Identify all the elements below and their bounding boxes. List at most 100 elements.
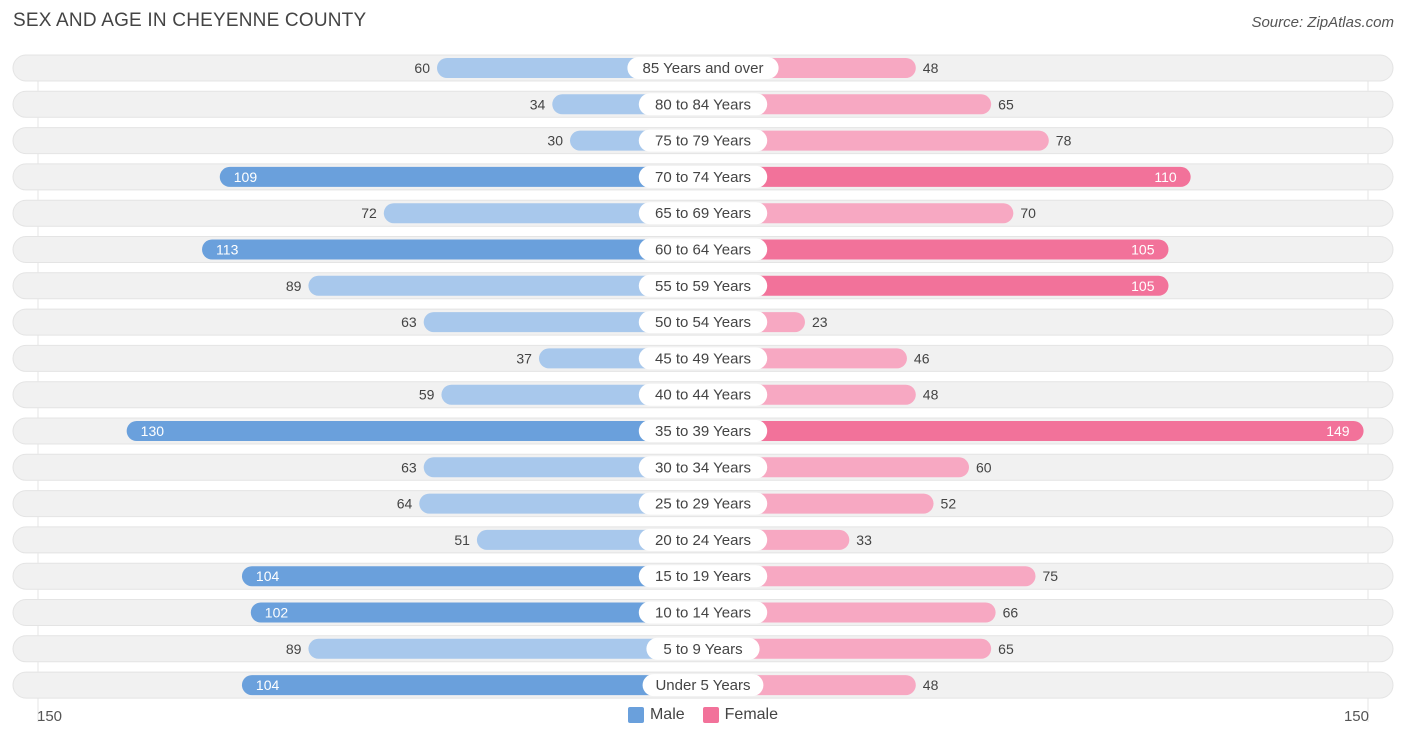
value-label-male: 104 xyxy=(256,677,280,693)
category-pill xyxy=(638,202,768,225)
value-label-male: 113 xyxy=(216,242,239,258)
value-label-male: 37 xyxy=(516,350,532,366)
value-label-male: 59 xyxy=(419,387,435,403)
row-2: 30 78 75 to 79 Years xyxy=(12,127,1394,155)
value-label-female: 48 xyxy=(923,677,939,693)
category-label: 5 to 9 Years xyxy=(663,641,742,658)
category-label: 60 to 64 Years xyxy=(655,242,751,259)
value-label-male: 63 xyxy=(401,314,417,330)
value-label-female: 149 xyxy=(1326,423,1350,439)
bar-female xyxy=(703,203,1014,224)
category-pill xyxy=(627,57,779,79)
category-pill xyxy=(638,93,768,116)
value-label-female: 46 xyxy=(914,350,930,366)
category-label: 35 to 39 Years xyxy=(655,423,751,440)
legend-swatch-male xyxy=(627,707,644,723)
value-label-female: 33 xyxy=(856,532,872,548)
bar-male xyxy=(441,384,703,405)
category-pill xyxy=(638,274,768,297)
bar-male xyxy=(423,457,703,478)
bar-male xyxy=(219,166,703,187)
category-pill xyxy=(638,601,768,624)
category-label: 85 Years and over xyxy=(643,60,764,77)
row-5: 113 105 60 to 64 Years xyxy=(12,236,1394,263)
value-label-female: 75 xyxy=(1043,568,1059,584)
value-label-female: 48 xyxy=(923,387,939,403)
category-pill xyxy=(638,420,768,442)
category-pill xyxy=(638,565,768,588)
row-0: 60 48 85 Years and over xyxy=(12,54,1394,82)
category-pill xyxy=(638,528,768,551)
category-label: 10 to 14 Years xyxy=(655,605,751,622)
category-pill xyxy=(638,347,768,370)
category-pill xyxy=(638,129,768,152)
value-label-male: 109 xyxy=(234,169,258,185)
category-pill xyxy=(638,492,768,515)
category-label: 40 to 44 Years xyxy=(655,387,751,404)
bar-male xyxy=(241,566,703,587)
bar-male xyxy=(241,675,703,696)
category-label: 75 to 79 Years xyxy=(655,133,751,150)
row-13: 51 33 20 to 24 Years xyxy=(12,526,1394,554)
value-label-female: 105 xyxy=(1131,242,1155,258)
category-pill xyxy=(642,674,764,697)
category-label: 70 to 74 Years xyxy=(655,169,751,186)
row-15: 102 66 10 to 14 Years xyxy=(12,599,1394,626)
value-label-female: 70 xyxy=(1020,205,1036,221)
bar-male xyxy=(202,239,704,260)
value-label-female: 48 xyxy=(923,60,939,76)
value-label-female: 110 xyxy=(1154,169,1177,185)
legend: Male Female xyxy=(0,706,1406,724)
value-label-male: 60 xyxy=(414,60,430,76)
category-pill xyxy=(646,637,760,660)
axis-right-label: 150 xyxy=(1343,708,1369,725)
category-pill xyxy=(638,165,768,188)
value-label-female: 65 xyxy=(998,641,1014,657)
row-11: 63 60 30 to 34 Years xyxy=(12,453,1394,481)
value-label-male: 130 xyxy=(141,423,165,439)
chart-title: SEX AND AGE IN CHEYENNE COUNTY xyxy=(13,10,367,31)
category-label: 45 to 49 Years xyxy=(655,350,751,367)
value-label-female: 23 xyxy=(812,314,828,330)
value-label-male: 63 xyxy=(401,459,417,475)
category-label: 30 to 34 Years xyxy=(655,459,751,476)
value-label-female: 66 xyxy=(1003,605,1019,621)
row-7: 63 23 50 to 54 Years xyxy=(12,308,1394,336)
legend-swatch-female xyxy=(702,707,719,723)
row-9: 59 48 40 to 44 Years xyxy=(12,381,1394,409)
row-4: 72 70 65 to 69 Years xyxy=(12,199,1394,227)
value-label-male: 89 xyxy=(286,278,302,294)
row-17: 104 48 Under 5 Years xyxy=(12,671,1394,699)
bar-female xyxy=(703,166,1191,187)
bar-male xyxy=(308,638,703,659)
bar-female xyxy=(703,638,992,659)
value-label-male: 51 xyxy=(454,532,470,548)
row-10: 130 149 35 to 39 Years xyxy=(12,417,1394,445)
category-pill xyxy=(638,238,768,261)
value-label-female: 65 xyxy=(998,96,1014,112)
row-14: 104 75 15 to 19 Years xyxy=(12,562,1394,590)
row-12: 64 52 25 to 29 Years xyxy=(12,490,1394,518)
bar-male xyxy=(419,493,703,514)
legend-item-female[interactable]: Female xyxy=(702,706,779,724)
value-label-male: 30 xyxy=(547,133,563,149)
value-label-male: 34 xyxy=(530,96,546,112)
value-label-female: 52 xyxy=(941,496,957,512)
category-pill xyxy=(638,311,768,334)
legend-label-female: Female xyxy=(724,706,779,723)
bar-male xyxy=(423,312,703,333)
bar-female xyxy=(703,275,1169,296)
row-16: 89 65 5 to 9 Years xyxy=(12,635,1394,663)
category-label: 15 to 19 Years xyxy=(655,568,751,585)
bar-male xyxy=(250,602,704,623)
bar-female xyxy=(703,602,996,623)
row-1: 34 65 80 to 84 Years xyxy=(12,90,1394,118)
category-pill xyxy=(638,383,768,406)
value-label-male: 72 xyxy=(361,205,377,221)
value-label-female: 78 xyxy=(1056,133,1072,149)
bar-male xyxy=(308,275,703,296)
bar-female xyxy=(703,239,1169,260)
legend-item-male[interactable]: Male xyxy=(627,706,685,724)
category-label: 25 to 29 Years xyxy=(655,496,751,513)
